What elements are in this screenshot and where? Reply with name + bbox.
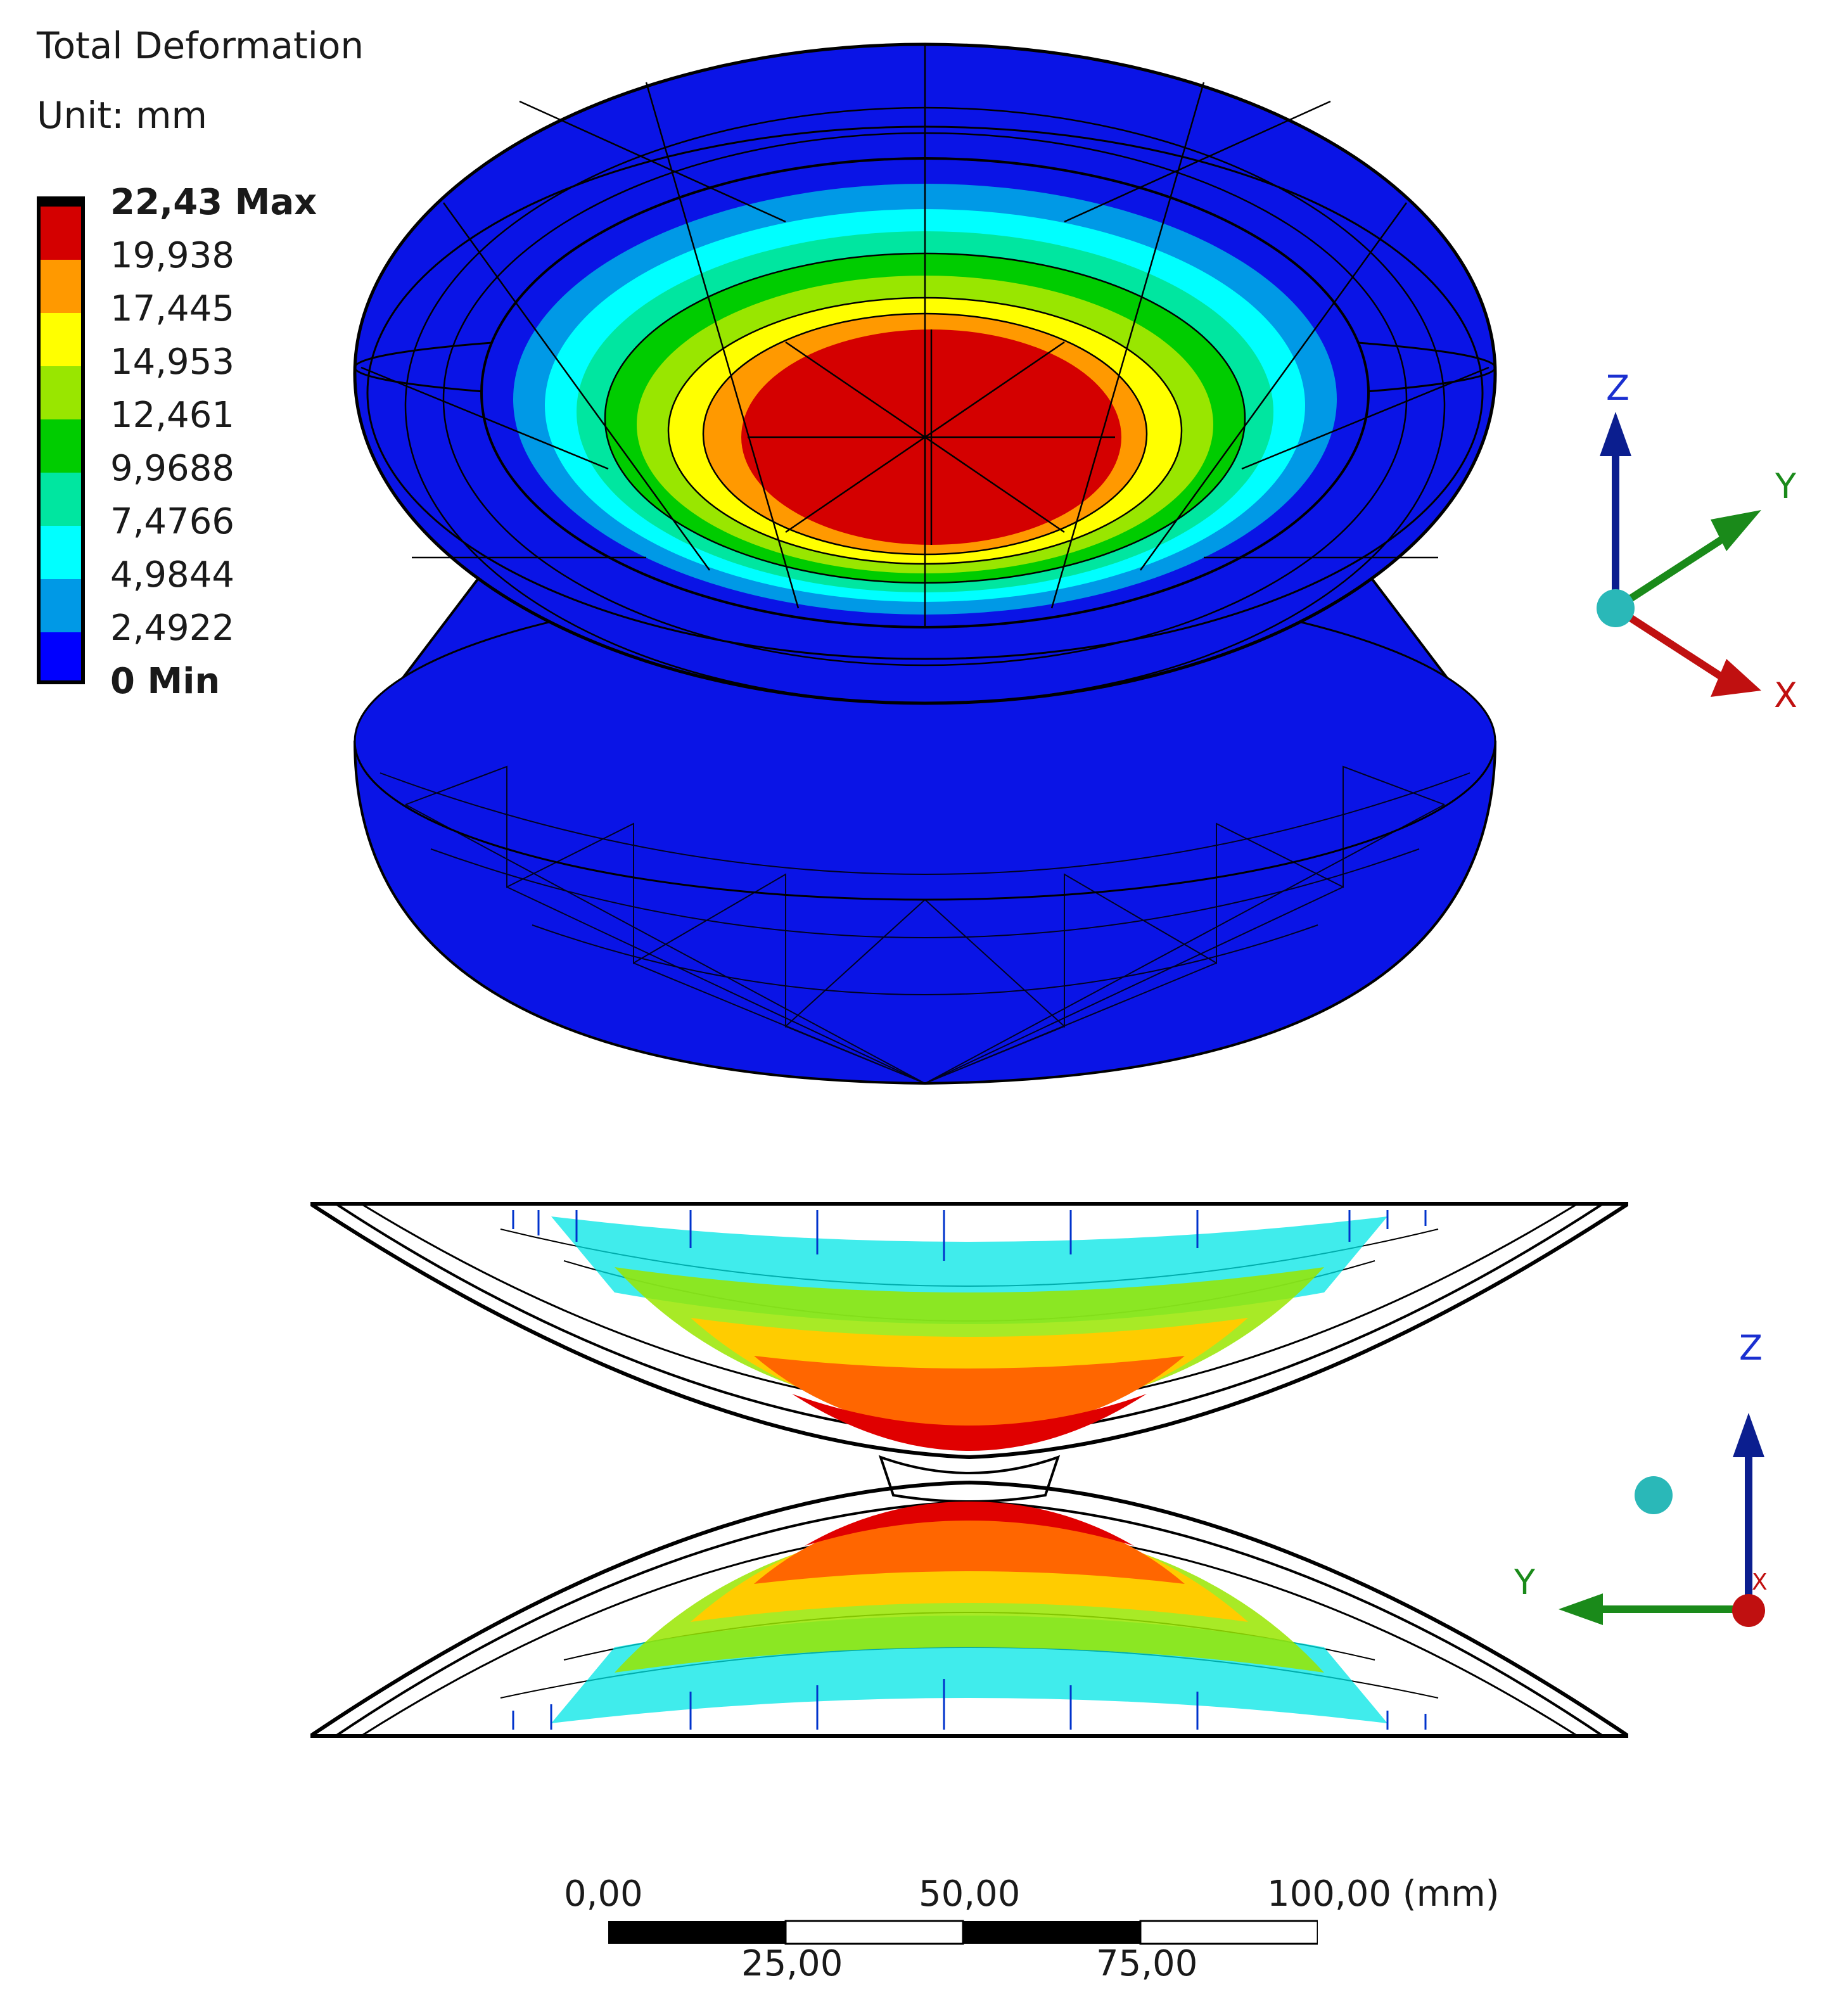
orientation-triad-bottom[interactable] (1533, 1381, 1774, 1647)
result-unit: Unit: mm (37, 94, 208, 137)
neck-wireframe (878, 1455, 1061, 1503)
triad-top-x-label: X (1774, 675, 1797, 715)
triad-origin (1635, 1476, 1673, 1514)
legend-label: 14,953 (110, 341, 234, 383)
legend-label: 9,9688 (110, 448, 234, 489)
scale-label-100: 100,00 (mm) (1267, 1873, 1500, 1915)
scale-bar-segments (608, 1920, 1318, 1945)
legend-label-max: 22,43 Max (110, 182, 317, 223)
legend-label: 17,445 (110, 288, 234, 329)
triad-bottom-y-label: Y (1514, 1562, 1535, 1602)
y-axis-arrow (1613, 535, 1726, 612)
triad-bottom-x-label: X (1752, 1569, 1768, 1595)
color-legend: 22,43 Max 19,938 17,445 14,953 12,461 9,… (37, 184, 317, 701)
x-axis-marker (1732, 1594, 1765, 1627)
scale-label-75: 75,00 (1096, 1943, 1198, 1984)
legend-label: 12,461 (110, 395, 234, 436)
legend-label-min: 0 Min (110, 661, 220, 702)
section-view-vectors[interactable] (310, 1191, 1628, 1749)
triad-top-y-label: Y (1775, 466, 1796, 506)
scale-label-50: 50,00 (919, 1873, 1021, 1915)
result-title: Total Deformation (37, 24, 364, 67)
deformed-model-3d-view[interactable] (342, 13, 1533, 1102)
x-axis-arrow (1613, 604, 1726, 682)
legend-label: 2,4922 (110, 608, 234, 649)
triad-top-z-label: Z (1606, 368, 1629, 408)
legend-label: 19,938 (110, 235, 234, 276)
triad-origin (1597, 589, 1635, 627)
lower-cone-mesh (379, 765, 1470, 1084)
triad-bottom-z-label: Z (1739, 1328, 1763, 1368)
legend-label: 7,4766 (110, 501, 234, 542)
scale-bar: 0,00 50,00 100,00 (mm) 25,00 75,00 (564, 1873, 1500, 2002)
upper-shell-outline (310, 1202, 1628, 1460)
lower-shell-outline (310, 1480, 1628, 1738)
upper-flange-mesh (360, 44, 1489, 705)
legend-color-bar (37, 196, 85, 684)
lower-vector-field (512, 1502, 1427, 1730)
orientation-triad-top[interactable] (1521, 367, 1774, 722)
legend-label: 4,9844 (110, 554, 234, 596)
upper-vector-field (512, 1210, 1427, 1451)
scale-label-25: 25,00 (741, 1943, 843, 1984)
scale-label-0: 0,00 (564, 1873, 643, 1915)
